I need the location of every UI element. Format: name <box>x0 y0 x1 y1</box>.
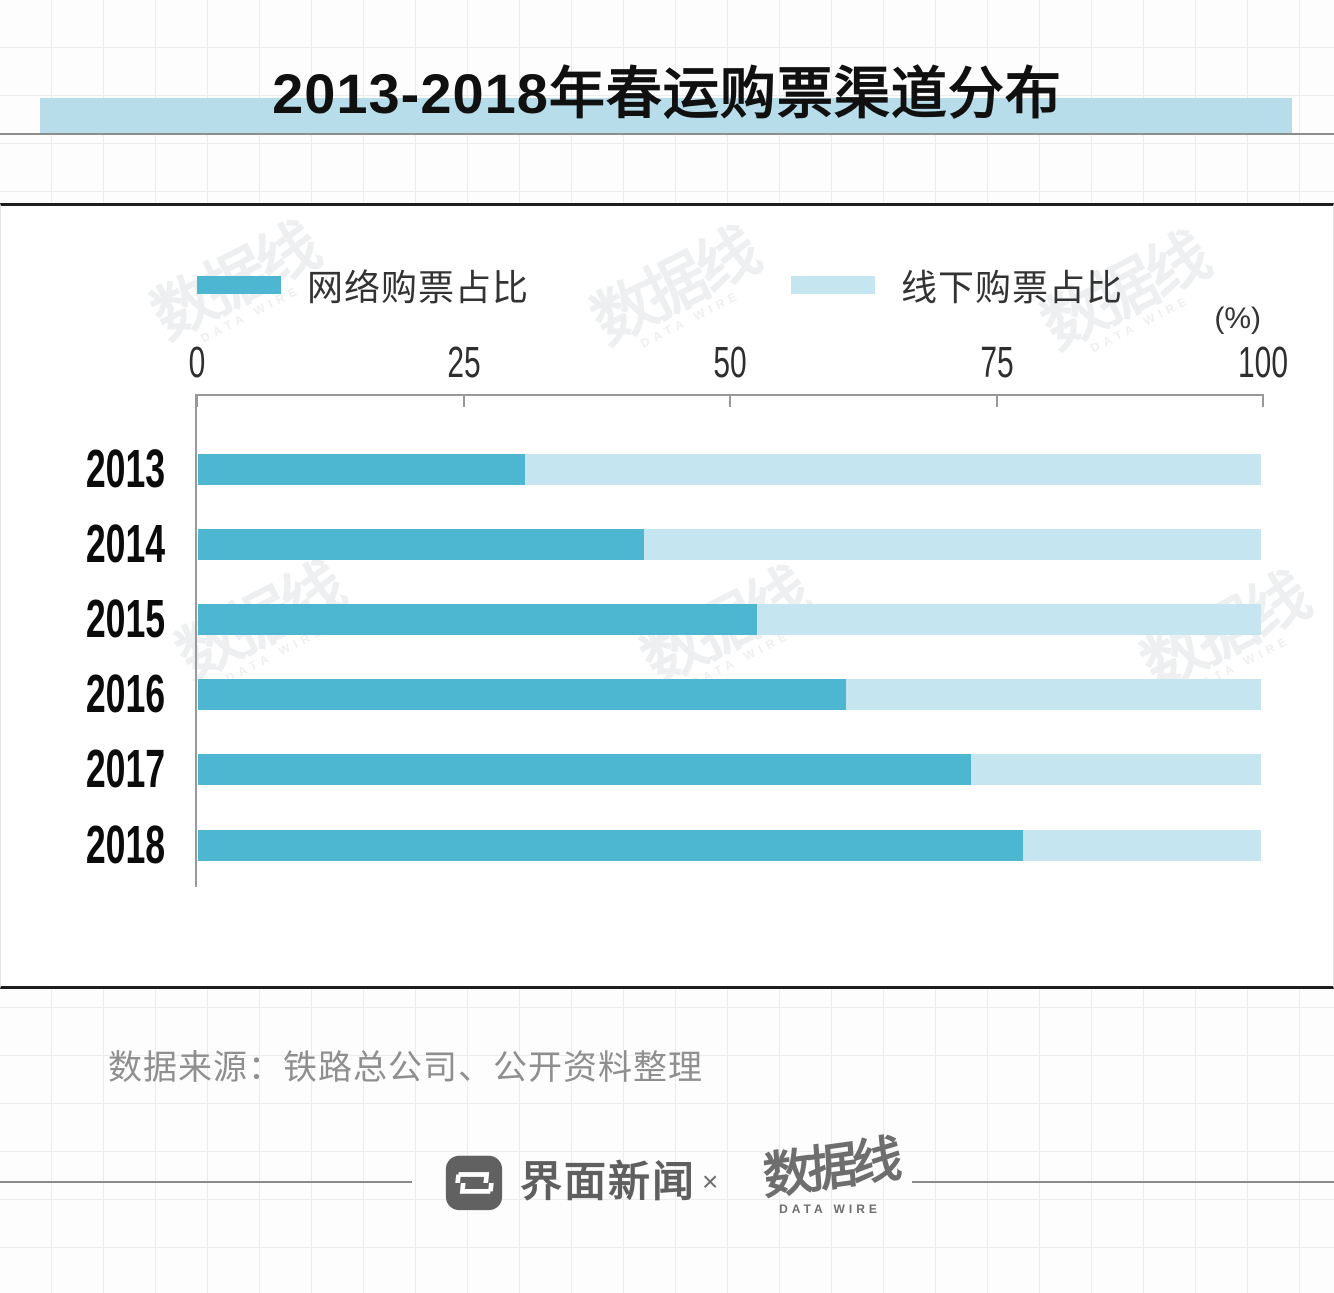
axis-tick-mark <box>729 394 731 407</box>
jiemian-news-wordmark: 界面新闻 <box>520 1158 697 1205</box>
collab-x-separator: × <box>702 1166 719 1197</box>
x-axis-line <box>197 394 1263 396</box>
offline-bar-segment <box>970 754 1261 786</box>
footer-divider-right <box>912 1181 1334 1183</box>
axis-unit-label: (%) <box>1214 302 1261 335</box>
bar-row <box>198 754 1261 786</box>
bar-row <box>198 453 1261 485</box>
bar-row <box>198 528 1261 560</box>
jiemian-news-icon <box>445 1155 503 1211</box>
offline-bar-segment <box>525 453 1261 485</box>
year-label: 2014 <box>85 513 165 574</box>
axis-tick-label: 100 <box>1238 338 1288 387</box>
legend-item-online: 网络购票占比 <box>197 264 529 308</box>
offline-bar-segment <box>846 679 1261 711</box>
online-bar-segment <box>198 679 847 711</box>
offline-bar-segment <box>644 528 1261 560</box>
online-legend-swatch <box>197 276 281 294</box>
legend-item-offline: 线下购票占比 <box>791 264 1123 308</box>
year-label: 2017 <box>85 739 165 800</box>
axis-tick-mark <box>995 394 998 407</box>
year-label: 2016 <box>85 664 165 725</box>
offline-legend-swatch <box>791 276 875 294</box>
offline-bar-segment <box>1022 829 1261 861</box>
online-bar-segment <box>198 603 758 635</box>
axis-tick-mark <box>462 394 465 407</box>
y-axis-line <box>195 394 197 887</box>
branding-row: 界面新闻 × 数据线 DATA WIRE <box>0 1131 1334 1240</box>
year-label: 2015 <box>85 588 165 649</box>
axis-tick-label: 0 <box>188 338 206 387</box>
axis-tick-label: 75 <box>979 338 1014 387</box>
year-label: 2018 <box>85 814 165 875</box>
year-label: 2013 <box>85 438 165 499</box>
footer-divider-left <box>0 1181 412 1183</box>
datawire-subtitle: DATA WIRE <box>779 1202 881 1216</box>
header-underline <box>0 133 1334 135</box>
datawire-wordmark: 数据线 <box>761 1130 899 1206</box>
offline-bar-segment <box>757 603 1261 635</box>
online-bar-segment <box>198 453 526 485</box>
bar-row <box>198 829 1261 861</box>
online-bar-segment <box>198 754 971 786</box>
bar-row <box>198 679 1261 711</box>
bar-row <box>198 603 1261 635</box>
online-bar-segment <box>198 829 1023 861</box>
axis-tick-label: 25 <box>446 338 481 387</box>
axis-tick-label: 50 <box>713 338 747 387</box>
title-highlight-bar <box>40 98 1292 134</box>
datawire-logo: 数据线 DATA WIRE <box>760 1131 900 1216</box>
page-title: 2013-2018年春运购票渠道分布 <box>272 62 1062 125</box>
data-source-note: 数据来源：铁路总公司、公开资料整理 <box>108 1049 703 1087</box>
offline-legend-label: 线下购票占比 <box>901 267 1124 308</box>
online-bar-segment <box>198 528 645 560</box>
axis-tick-mark <box>1262 394 1264 407</box>
online-legend-label: 网络购票占比 <box>307 267 530 308</box>
axis-tick-mark <box>196 394 198 407</box>
